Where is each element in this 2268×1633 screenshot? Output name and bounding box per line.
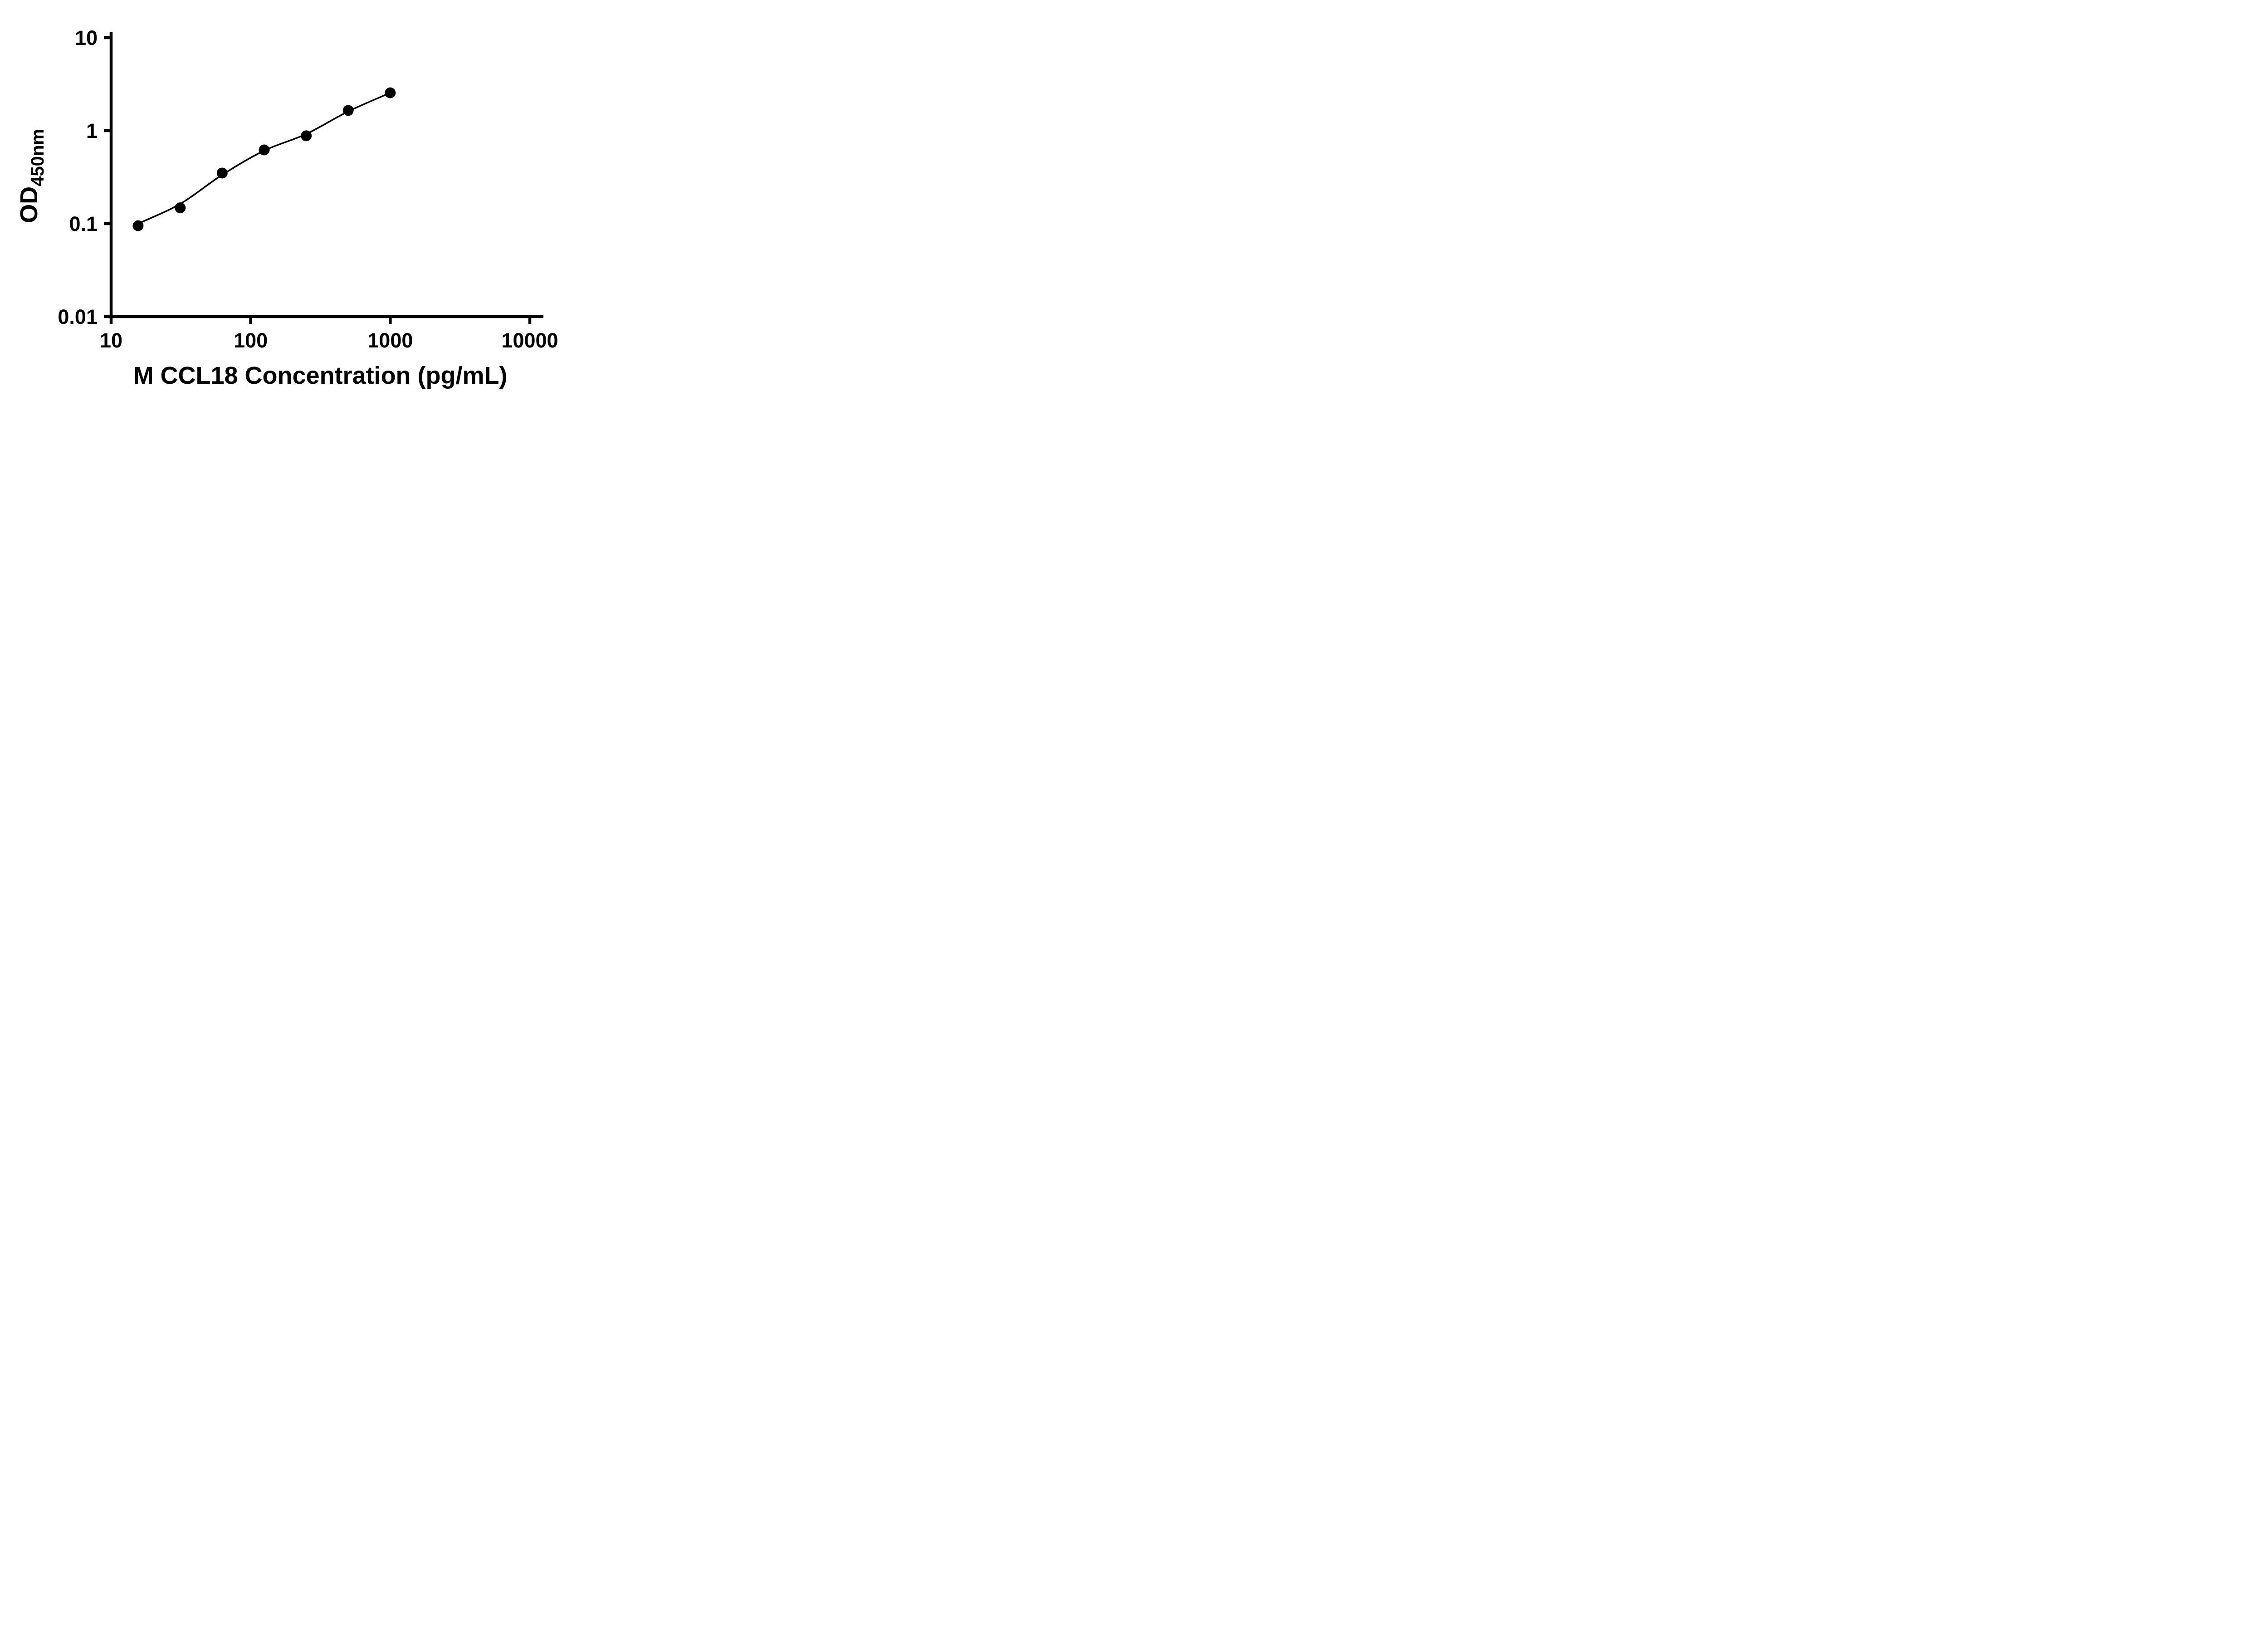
x-tick-label: 100 [234,329,268,352]
y-axis-title-sub: 450nm [28,129,48,186]
data-point [301,130,312,142]
y-axis-title-main: OD [15,186,43,223]
y-axis-title: OD450nm [15,129,48,223]
y-tick-label: 1 [86,119,98,142]
data-point [385,87,396,98]
chart-svg: 10 100 1000 10000 0.01 0.1 1 10 M CCL18 Concent… [15,26,558,389]
data-point [132,220,144,231]
x-tick-label: 10 [100,329,122,352]
data-point [175,202,186,214]
y-tick-label: 0.01 [58,305,98,328]
x-tick-label: 10000 [501,329,558,352]
data-point [259,144,270,156]
x-tick-label: 1000 [367,329,413,352]
data-point [342,105,354,116]
data-points [132,87,396,231]
y-tick-label: 0.1 [69,212,98,235]
data-point [216,167,228,179]
y-tick-label: 10 [75,26,98,49]
x-axis-title: M CCL18 Concentration (pg/mL) [133,362,508,389]
axes-layer: 10 100 1000 10000 0.01 0.1 1 10 [58,26,558,352]
standard-curve-figure: 10 100 1000 10000 0.01 0.1 1 10 M CCL18 Concent… [0,0,583,408]
